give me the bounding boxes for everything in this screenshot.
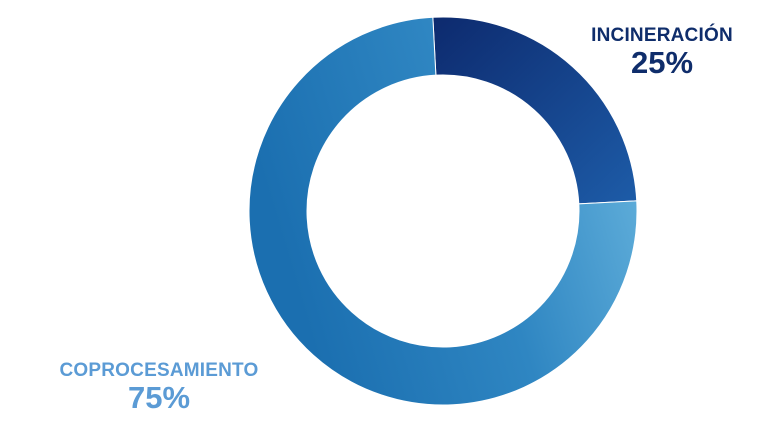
slice-label-coprocesamiento: COPROCESAMIENTO 75% bbox=[14, 360, 304, 414]
slice-percent: 25% bbox=[630, 45, 694, 80]
slice-percent: 75% bbox=[127, 380, 191, 415]
slice-label-incineracion: INCINERACIÓN 25% bbox=[562, 25, 762, 79]
donut-slice-coprocesamiento bbox=[248, 16, 638, 406]
slice-name: INCINERACIÓN bbox=[591, 25, 733, 46]
donut-slice-incineracion bbox=[432, 16, 638, 205]
slice-name: COPROCESAMIENTO bbox=[59, 360, 259, 381]
